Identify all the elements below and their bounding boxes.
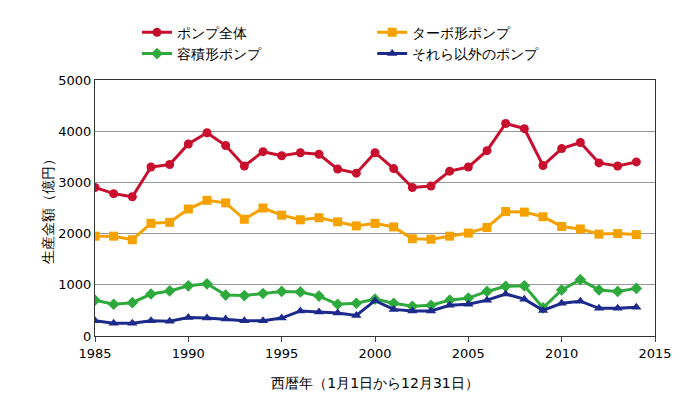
svg-text:5000: 5000 [58, 73, 91, 88]
svg-text:それら以外のポンプ: それら以外のポンプ [412, 46, 539, 62]
svg-text:容積形ポンプ: 容積形ポンプ [177, 46, 262, 62]
svg-text:1000: 1000 [58, 277, 91, 292]
svg-text:2000: 2000 [58, 226, 91, 241]
svg-text:3000: 3000 [58, 175, 91, 190]
svg-text:西暦年（1月1日から12月31日）: 西暦年（1月1日から12月31日） [271, 375, 478, 391]
svg-text:4000: 4000 [58, 124, 91, 139]
svg-text:2005: 2005 [452, 346, 485, 361]
svg-text:ターボ形ポンプ: ターボ形ポンプ [412, 25, 511, 41]
svg-text:生産金額（億円）: 生産金額（億円） [40, 152, 56, 264]
svg-text:1995: 1995 [265, 346, 298, 361]
svg-text:1985: 1985 [78, 346, 111, 361]
svg-text:2015: 2015 [638, 346, 671, 361]
svg-text:2010: 2010 [545, 346, 578, 361]
svg-text:2000: 2000 [358, 346, 391, 361]
svg-text:1990: 1990 [172, 346, 205, 361]
svg-text:ポンプ全体: ポンプ全体 [177, 25, 247, 41]
svg-text:0: 0 [83, 329, 91, 344]
